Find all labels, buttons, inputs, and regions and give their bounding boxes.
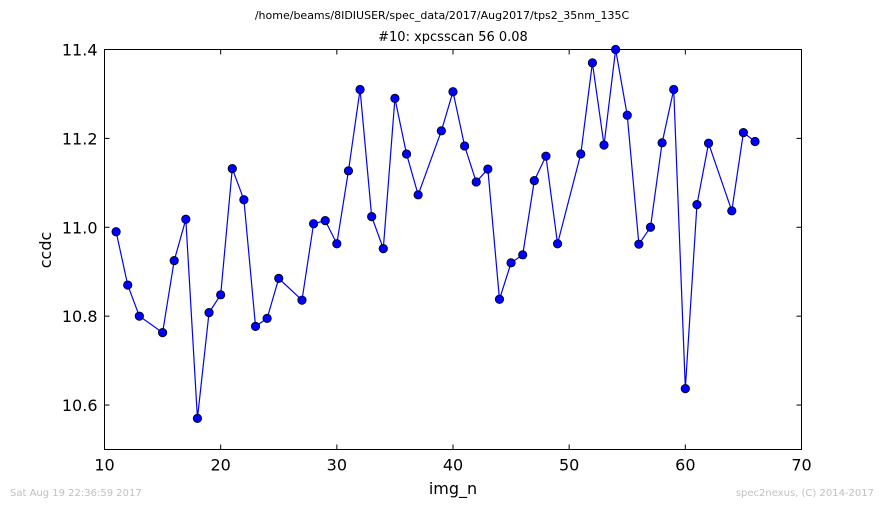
file-path-header: /home/beams/8IDIUSER/spec_data/2017/Aug2… [254,9,630,22]
x-tick-label: 30 [327,456,347,475]
x-tick-label: 50 [559,456,579,475]
y-tick-label: 10.8 [62,307,98,326]
data-point [227,164,237,174]
data-point [204,308,214,318]
data-point [390,93,400,103]
data-point [111,227,121,237]
axis-ticks: 10 20 30 40 50 60 70 10.6 10.8 11.0 11.2 11.4 [62,41,812,475]
data-point [506,258,516,268]
data-point [308,219,319,229]
y-axis-label: ccdc [36,232,55,269]
data-point [181,214,191,224]
chart-title: #10: xpcsscan 56 0.08 [378,30,528,45]
data-point [250,321,261,331]
data-point [332,239,342,249]
data-point [436,126,446,136]
data-point [680,384,690,394]
data-point [692,200,702,210]
data-point [367,212,377,222]
data-point [216,290,226,300]
x-axis-label: img_n [429,479,477,499]
data-point [320,216,330,226]
data-point [297,295,307,305]
series-group [111,44,760,423]
data-point [483,164,493,174]
data-point [622,110,632,120]
plot-area-frame [104,49,802,450]
data-point [750,136,760,147]
data-point [448,87,458,97]
data-point [262,313,272,323]
data-point [192,413,203,423]
x-tick-label: 70 [791,456,811,475]
data-point [738,128,749,138]
data-point [471,177,481,187]
data-point [703,138,714,148]
data-point [494,294,505,304]
y-tick-label: 11.0 [62,218,98,237]
data-point [727,206,737,216]
data-point [645,222,656,232]
data-point [657,138,667,148]
x-tick-label: 60 [675,456,695,475]
data-point [378,244,388,254]
data-point [634,239,644,249]
series-line [115,49,756,419]
data-point [587,58,598,68]
data-point [401,149,412,159]
data-point [413,190,423,200]
x-tick-label: 40 [443,456,463,475]
x-tick-label: 10 [94,456,114,475]
data-point [518,250,528,260]
data-point [123,280,133,290]
data-point [529,176,539,186]
data-point [157,328,168,338]
footer-credit: spec2nexus, (C) 2014-2017 [735,488,874,499]
y-tick-label: 11.2 [62,129,98,148]
data-point [460,141,470,151]
data-point [343,166,354,176]
x-tick-label: 20 [210,456,230,475]
y-tick-label: 11.4 [62,41,98,60]
data-point [599,140,609,150]
data-point [669,84,679,95]
data-point [576,149,586,159]
data-point [169,256,179,266]
data-point [134,311,144,321]
data-point [274,273,284,283]
data-point [552,239,563,249]
data-point [355,84,365,95]
y-tick-label: 10.6 [62,396,98,415]
data-point [239,195,249,205]
footer-timestamp: Sat Aug 19 22:36:59 2017 [10,488,142,499]
data-point [541,151,551,161]
